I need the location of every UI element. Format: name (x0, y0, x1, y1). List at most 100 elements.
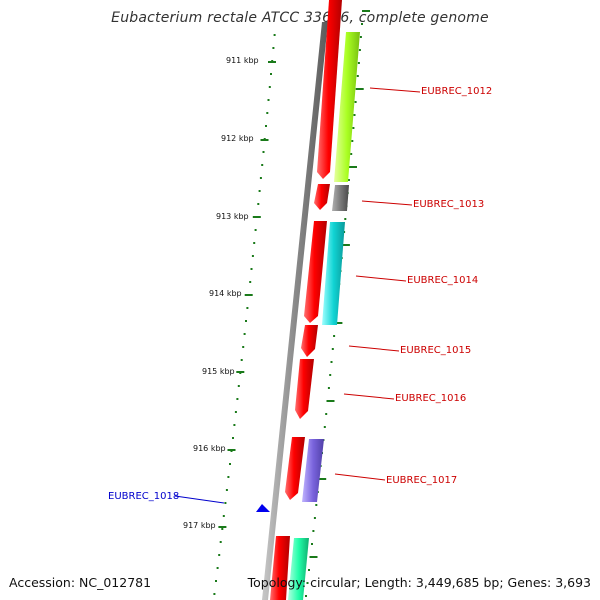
scale-label-916: 916 kbp (193, 444, 226, 453)
scale-minor-tick (243, 333, 246, 335)
outer-ring-tick (354, 101, 357, 103)
scale-minor-tick (213, 593, 216, 595)
outer-ring-tick (331, 348, 334, 350)
scale-minor-tick (258, 190, 261, 192)
scale-minor-tick (233, 424, 236, 426)
gene-eubrec-1015-arrow[interactable] (301, 325, 318, 357)
outer-ring-tick (312, 530, 315, 532)
outer-ring-tick (341, 244, 350, 246)
scale-major-tick (236, 371, 245, 373)
scale-major-tick (252, 216, 261, 218)
outer-ring-tick (361, 23, 363, 25)
outer-ring-tick (325, 413, 328, 415)
scale-label-913: 913 kbp (216, 212, 249, 221)
scale-minor-tick (268, 86, 271, 88)
scale-minor-tick (215, 580, 217, 582)
scale-ticks (213, 34, 276, 595)
scale-minor-tick (216, 567, 219, 569)
scale-minor-tick (245, 320, 247, 322)
outer-ring-tick (334, 322, 343, 324)
label-eubrec-1015[interactable]: EUBREC_1015 (400, 345, 471, 356)
scale-minor-tick (246, 307, 249, 309)
label-eubrec-1014[interactable]: EUBREC_1014 (407, 275, 478, 286)
outer-ring-tick (362, 10, 370, 12)
scale-minor-tick (229, 463, 231, 465)
scale-minor-tick (257, 203, 260, 205)
scale-minor-tick (267, 99, 270, 101)
scale-major-tick (244, 294, 253, 296)
scale-minor-tick (250, 268, 253, 270)
scale-label-911: 911 kbp (226, 56, 259, 65)
outer-ring-tick (323, 426, 326, 428)
accession-text: Accession: NC_012781 (9, 575, 152, 590)
outer-ring-tick (333, 335, 336, 337)
outer-ring-tick (326, 400, 335, 402)
outer-ring-tick (351, 140, 354, 142)
cds-eubrec-1014[interactable] (322, 222, 345, 325)
scale-minor-tick (265, 125, 267, 127)
outer-ring-tick (355, 88, 364, 90)
gene-eubrec-1013-arrow[interactable] (314, 184, 330, 210)
label-eubrec-1018[interactable]: EUBREC_1018 (108, 491, 179, 502)
label-eubrec-1013[interactable]: EUBREC_1013 (413, 199, 484, 210)
cds-eubrec-1012[interactable] (334, 32, 360, 182)
scale-label-912: 912 kbp (221, 134, 254, 143)
scale-minor-tick (237, 385, 240, 387)
outer-ring-tick (359, 36, 362, 38)
label-eubrec-1012[interactable]: EUBREC_1012 (421, 86, 492, 97)
gene-eubrec-1017-arrow[interactable] (285, 437, 305, 500)
scale-major-tick (218, 526, 227, 528)
outer-ring-tick (318, 478, 327, 480)
outer-ring-tick (358, 49, 361, 51)
scale-minor-tick (272, 47, 275, 49)
cds-next[interactable] (288, 538, 309, 600)
label-eubrec-1017[interactable]: EUBREC_1017 (386, 475, 457, 486)
outer-ring-tick (353, 114, 356, 116)
genome-backbone (262, 22, 328, 600)
scale-label-917: 917 kbp (183, 521, 216, 530)
scale-minor-tick (221, 528, 224, 530)
scale-minor-tick (273, 34, 276, 36)
label-eubrec-1016[interactable]: EUBREC_1016 (395, 393, 466, 404)
scale-major-tick (260, 139, 269, 141)
outer-ring-tick (305, 595, 307, 597)
scale-minor-tick (224, 502, 227, 504)
scale-minor-tick (270, 73, 272, 75)
scale-label-915: 915 kbp (202, 367, 235, 376)
outer-ring-tick (327, 387, 330, 389)
outer-ring-tick (350, 153, 353, 155)
outer-ring-tick (306, 582, 309, 584)
scale-major-tick (227, 449, 236, 451)
gene-next-arrow[interactable] (270, 536, 290, 600)
gene-eubrec-1012-arrow[interactable] (317, 0, 342, 179)
gene-label-group: EUBREC_1012 EUBREC_1013 EUBREC_1014 EUBR… (108, 86, 492, 502)
scale-minor-tick (219, 541, 222, 543)
outer-ring-tick (349, 166, 357, 168)
outer-ring-tick (352, 127, 355, 129)
cds-eubrec-1017[interactable] (302, 439, 324, 502)
scale-minor-tick (266, 112, 269, 114)
feature-eubrec-1018[interactable] (256, 504, 270, 512)
outer-ring-tick (313, 517, 316, 519)
scale-minor-tick (218, 554, 221, 556)
scale-major-tick (268, 61, 276, 63)
cds-eubrec-1013[interactable] (332, 185, 349, 211)
outer-ring-tick (329, 374, 332, 376)
outer-ring-tick (308, 569, 310, 571)
label-leaders (334, 87, 421, 481)
scale-label-914: 914 kbp (209, 289, 242, 298)
scale-minor-tick (261, 164, 264, 166)
scale-minor-tick (234, 411, 237, 413)
label-leader-eubrec-1018 (174, 495, 225, 504)
gene-eubrec-1016-arrow[interactable] (295, 359, 314, 419)
scale-minor-tick (236, 398, 239, 400)
gene-eubrec-1014-arrow[interactable] (304, 221, 327, 323)
outer-ring-tick (311, 543, 313, 545)
scale-minor-tick (254, 229, 257, 231)
scale-minor-tick (242, 346, 245, 348)
outer-ring-tick (347, 179, 350, 181)
outer-ring-tick (330, 361, 333, 363)
outer-ring-tick (344, 218, 347, 220)
scale-minor-tick (259, 177, 262, 179)
